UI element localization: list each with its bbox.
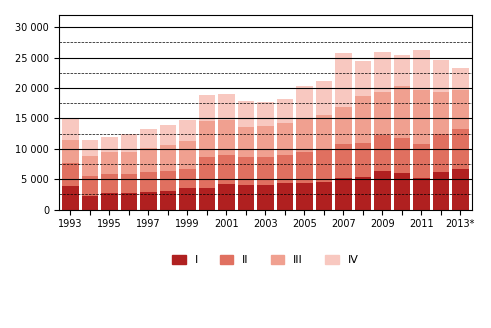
Bar bbox=[257, 126, 273, 157]
Bar bbox=[121, 193, 137, 210]
Bar bbox=[121, 153, 137, 174]
Bar bbox=[199, 121, 215, 157]
Bar bbox=[101, 193, 118, 210]
Bar bbox=[374, 92, 391, 135]
Bar bbox=[452, 90, 469, 129]
Bar bbox=[82, 140, 98, 156]
Bar bbox=[316, 81, 332, 115]
Bar bbox=[238, 101, 254, 127]
Bar bbox=[296, 183, 313, 210]
Bar bbox=[433, 172, 449, 210]
Bar bbox=[452, 129, 469, 169]
Bar bbox=[257, 102, 273, 126]
Bar bbox=[413, 178, 430, 210]
Bar bbox=[296, 118, 313, 153]
Bar bbox=[257, 157, 273, 185]
Bar bbox=[316, 115, 332, 150]
Bar bbox=[140, 148, 157, 173]
Bar bbox=[101, 136, 118, 152]
Bar bbox=[82, 195, 98, 210]
Bar bbox=[452, 169, 469, 210]
Bar bbox=[355, 177, 371, 210]
Bar bbox=[355, 61, 371, 96]
Bar bbox=[335, 53, 352, 107]
Bar bbox=[296, 86, 313, 118]
Bar bbox=[355, 143, 371, 177]
Bar bbox=[62, 140, 79, 163]
Bar bbox=[433, 60, 449, 92]
Bar bbox=[82, 156, 98, 176]
Bar bbox=[413, 144, 430, 178]
Bar bbox=[335, 144, 352, 178]
Bar bbox=[238, 185, 254, 210]
Bar bbox=[276, 155, 293, 183]
Bar bbox=[160, 171, 176, 191]
Bar bbox=[316, 182, 332, 210]
Bar bbox=[121, 174, 137, 193]
Bar bbox=[238, 157, 254, 185]
Bar bbox=[218, 184, 235, 210]
Bar bbox=[394, 138, 410, 173]
Bar bbox=[296, 153, 313, 183]
Bar bbox=[140, 173, 157, 192]
Bar bbox=[179, 188, 196, 210]
Bar bbox=[62, 186, 79, 210]
Bar bbox=[374, 135, 391, 171]
Bar bbox=[316, 150, 332, 182]
Bar bbox=[257, 185, 273, 210]
Bar bbox=[452, 68, 469, 90]
Bar bbox=[140, 192, 157, 210]
Bar bbox=[374, 171, 391, 210]
Bar bbox=[335, 107, 352, 144]
Bar bbox=[218, 119, 235, 155]
Bar bbox=[394, 86, 410, 138]
Bar bbox=[335, 178, 352, 210]
Bar bbox=[355, 96, 371, 143]
Bar bbox=[160, 125, 176, 145]
Bar bbox=[433, 92, 449, 134]
Bar bbox=[413, 50, 430, 90]
Bar bbox=[101, 152, 118, 174]
Bar bbox=[218, 155, 235, 184]
Bar bbox=[179, 119, 196, 141]
Bar bbox=[62, 163, 79, 186]
Bar bbox=[394, 54, 410, 86]
Bar bbox=[199, 157, 215, 188]
Bar bbox=[276, 123, 293, 155]
Legend: I, II, III, IV: I, II, III, IV bbox=[168, 250, 363, 270]
Bar bbox=[276, 99, 293, 123]
Bar bbox=[179, 141, 196, 169]
Bar bbox=[276, 183, 293, 210]
Bar bbox=[199, 95, 215, 121]
Bar bbox=[62, 118, 79, 140]
Bar bbox=[121, 133, 137, 153]
Bar bbox=[140, 129, 157, 148]
Bar bbox=[394, 173, 410, 210]
Bar bbox=[160, 145, 176, 171]
Bar bbox=[238, 127, 254, 157]
Bar bbox=[374, 52, 391, 92]
Bar bbox=[433, 134, 449, 172]
Bar bbox=[218, 94, 235, 119]
Bar bbox=[82, 176, 98, 195]
Bar bbox=[199, 188, 215, 210]
Bar bbox=[413, 90, 430, 144]
Bar bbox=[160, 191, 176, 210]
Bar bbox=[101, 174, 118, 193]
Bar bbox=[179, 169, 196, 188]
